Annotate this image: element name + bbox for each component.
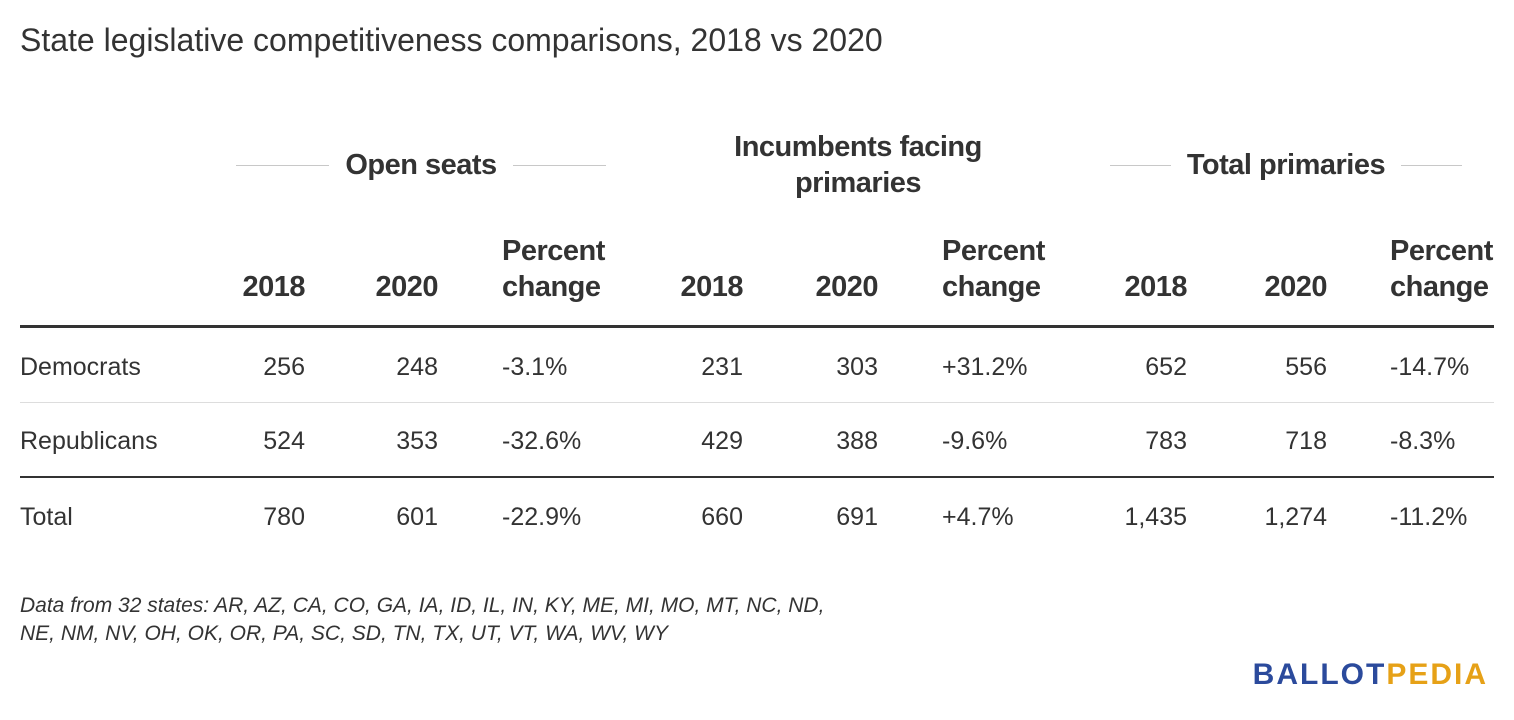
column-header: Percent change <box>1390 235 1493 303</box>
table-cell: 1,435 <box>1124 503 1187 531</box>
group-rule-left <box>236 164 330 166</box>
group-rule-left <box>1110 164 1171 166</box>
table-cell: -22.9% <box>502 503 582 531</box>
row-label: Democrats <box>20 353 141 381</box>
table-cell: -9.6% <box>942 427 1008 455</box>
group-label: Incumbents facing primaries <box>734 131 982 199</box>
table-cell: 783 <box>1145 427 1187 455</box>
group-rule-right <box>1401 164 1462 166</box>
column-header: Percent change <box>502 235 605 303</box>
table-cell: 524 <box>263 427 305 455</box>
table-cell: 718 <box>1285 427 1327 455</box>
table-cell: 256 <box>263 353 305 381</box>
group-header-2: Total primaries <box>1110 120 1462 210</box>
group-rule-right <box>512 164 606 166</box>
source-note: Data from 32 states: AR, AZ, CA, CO, GA,… <box>20 594 825 645</box>
table-cell: -14.7% <box>1390 353 1470 381</box>
group-header-1: Incumbents facing primaries <box>666 120 1050 210</box>
table-cell: 231 <box>701 353 743 381</box>
column-header: Percent change <box>942 235 1045 303</box>
chart-title: State legislative competitiveness compar… <box>20 22 883 58</box>
table-cell: 660 <box>701 503 743 531</box>
total-rule <box>20 476 1494 478</box>
table-cell: 303 <box>836 353 878 381</box>
table-cell: 353 <box>396 427 438 455</box>
table-cell: 652 <box>1145 353 1187 381</box>
table-cell: 429 <box>701 427 743 455</box>
table-cell: -32.6% <box>502 427 582 455</box>
group-label: Total primaries <box>1186 149 1386 181</box>
column-header: 2020 <box>375 271 438 303</box>
logo-part-ballot: BALLOT <box>1252 658 1387 691</box>
column-header: 2020 <box>815 271 878 303</box>
logo-part-pedia: PEDIA <box>1386 658 1488 691</box>
group-label: Open seats <box>345 149 497 181</box>
row-divider <box>20 402 1494 403</box>
column-header: 2018 <box>242 271 305 303</box>
table-cell: 388 <box>836 427 878 455</box>
table-cell: 248 <box>396 353 438 381</box>
header-rule <box>20 325 1494 328</box>
ballotpedia-logo: BALLOTPEDIA <box>1253 658 1488 692</box>
row-label: Republicans <box>20 427 158 455</box>
column-header: 2020 <box>1264 271 1327 303</box>
column-header: 2018 <box>1124 271 1187 303</box>
table-cell: -3.1% <box>502 353 568 381</box>
table-cell: -11.2% <box>1390 503 1468 531</box>
table-cell: 780 <box>263 503 305 531</box>
table-cell: -8.3% <box>1390 427 1456 455</box>
group-header-0: Open seats <box>236 120 606 210</box>
table-cell: +4.7% <box>942 503 1014 531</box>
column-header: 2018 <box>680 271 743 303</box>
table-cell: 691 <box>836 503 878 531</box>
table-cell: 556 <box>1285 353 1327 381</box>
table-cell: 1,274 <box>1264 503 1327 531</box>
table-cell: +31.2% <box>942 353 1028 381</box>
table-cell: 601 <box>396 503 438 531</box>
row-label: Total <box>20 503 73 531</box>
